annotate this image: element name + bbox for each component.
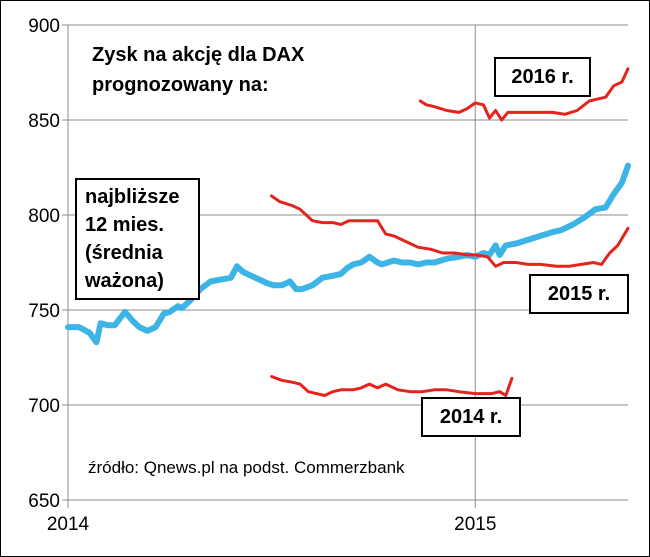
series-line-1 (418, 67, 630, 122)
series-line-0 (65, 162, 631, 346)
y-tick-label: 750 (28, 301, 60, 322)
series-label-2014: 2014 r. (421, 397, 521, 437)
x-tick-label: 2014 (47, 514, 90, 535)
series-line-2 (270, 194, 630, 268)
series-label-12m-line-2: 12 mies. (85, 214, 164, 236)
chart-title-line-2: prognozowany na: (92, 74, 269, 96)
chart-title-line-1: Zysk na akcję dla DAX (92, 44, 305, 66)
series-label-12m: najbliższe 12 mies. (średnia ważona) (75, 178, 200, 300)
series-label-12m-line-4: ważona) (85, 270, 164, 292)
y-tick-label: 850 (28, 111, 60, 132)
y-tick-labels: 650 700 750 800 850 900 (28, 16, 60, 512)
axes (62, 24, 628, 508)
series-label-12m-line-1: najbliższe (85, 186, 180, 208)
series-line-3 (270, 375, 514, 397)
y-tick-label: 900 (28, 16, 60, 37)
source-note: źródło: Qnews.pl na podst. Commerzbank (88, 458, 405, 477)
y-tick-label: 700 (28, 396, 60, 417)
series-label-2016: 2016 r. (494, 57, 591, 97)
series-label-12m-line-3: (średnia (85, 242, 163, 264)
y-tick-label: 650 (28, 491, 60, 512)
x-tick-label: 2015 (454, 514, 496, 535)
series-lines (65, 67, 631, 397)
series-label-2015: 2015 r. (529, 274, 629, 314)
x-tick-labels: 2014 2015 (47, 514, 497, 535)
chart-title: Zysk na akcję dla DAX prognozowany na: (92, 40, 304, 100)
y-tick-label: 800 (28, 206, 60, 227)
